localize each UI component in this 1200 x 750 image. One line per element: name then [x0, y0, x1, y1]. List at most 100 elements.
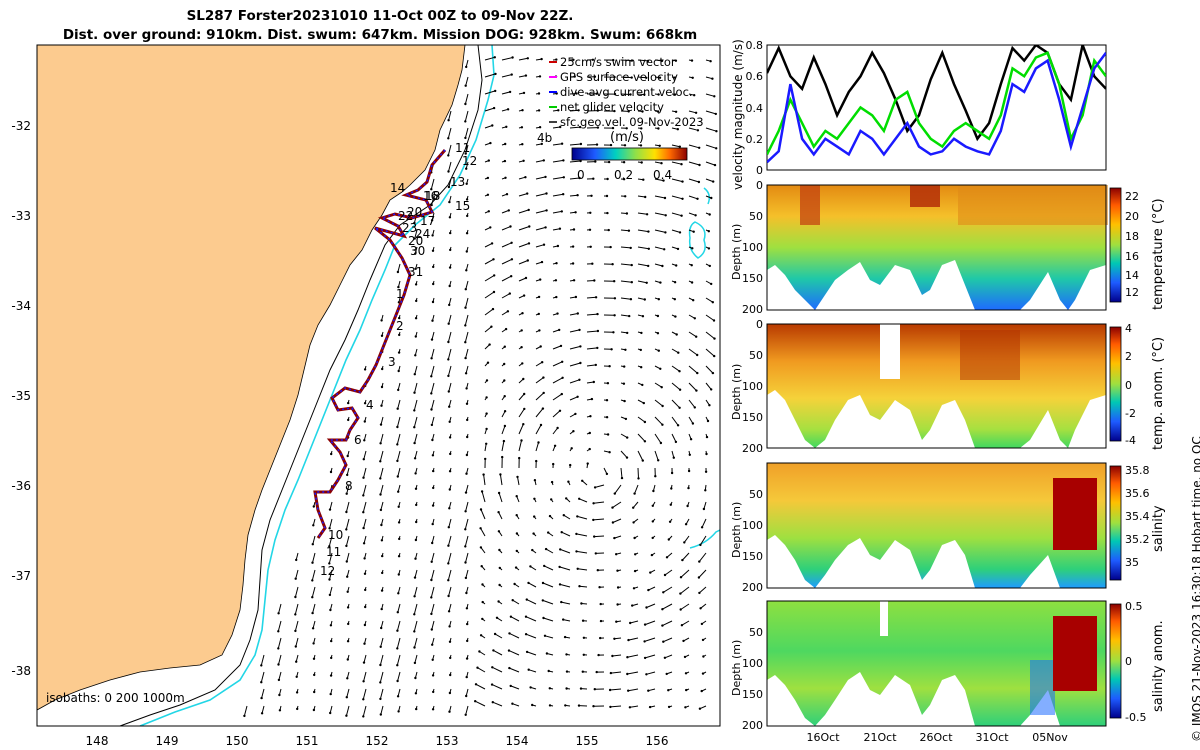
velocity-arrow-head — [537, 312, 540, 316]
velocity-arrow-head — [413, 221, 416, 225]
velocity-arrow — [637, 59, 649, 62]
velocity-arrow-head — [681, 180, 684, 183]
day-label: 31 — [408, 265, 423, 279]
velocity-arrow — [261, 688, 265, 699]
velocity-arrow-head — [329, 470, 333, 474]
day-label: 6 — [354, 433, 362, 447]
velocity-arrow-head — [363, 572, 367, 575]
velocity-arrow-head — [612, 58, 615, 62]
velocity-arrow-head — [491, 701, 494, 704]
velocity-arrow-head — [414, 317, 418, 320]
velocity-arrow-head — [595, 670, 598, 674]
velocity-arrow-head — [465, 182, 468, 185]
velocity-arrow-head — [503, 379, 506, 382]
velocity-arrow-head — [640, 331, 643, 335]
velocity-arrow-head — [651, 504, 654, 507]
velocity-arrow-head — [431, 522, 434, 526]
velocity-arrow — [414, 450, 418, 459]
velocity-arrow-head — [538, 75, 542, 78]
time-tick: 05Nov — [1032, 731, 1068, 744]
velocity-arrow — [552, 193, 564, 197]
velocity-arrow-head — [524, 615, 528, 618]
velocity-arrow-head — [637, 477, 640, 480]
velocity-arrow-head — [623, 144, 627, 147]
velocity-arrow-head — [397, 521, 401, 524]
velocity-arrow-head — [278, 709, 282, 712]
legend-label: dive-avg current veloc. — [560, 85, 693, 99]
velocity-arrow-head — [479, 508, 483, 511]
velocity-arrow-head — [362, 494, 365, 497]
velocity-arrow — [379, 688, 384, 700]
velocity-arrow-head — [629, 93, 632, 96]
velocity-arrow-head — [481, 600, 484, 604]
velocity-arrow-head — [657, 298, 660, 301]
velocity-arrow — [569, 396, 578, 401]
velocity-arrow-head — [629, 246, 632, 250]
velocity-arrow-head — [576, 567, 579, 570]
velocity-arrow-head — [674, 315, 677, 318]
velocity-arrow-head — [277, 630, 280, 633]
velocity-arrow-head — [510, 275, 513, 278]
velocity-arrow-head — [430, 628, 433, 631]
velocity-arrow-head — [531, 703, 534, 707]
velocity-arrow-head — [595, 92, 598, 95]
velocity-arrow-head — [550, 480, 554, 484]
depth-ytick: 150 — [742, 272, 763, 285]
lon-tick: 155 — [576, 734, 599, 748]
velocity-arrow — [413, 399, 418, 411]
velocity-arrow-head — [624, 348, 627, 351]
velocity-arrow-head — [448, 507, 451, 510]
velocity-arrow — [397, 671, 401, 682]
velocity-arrow — [362, 501, 367, 513]
velocity-arrow-head — [623, 399, 626, 403]
velocity-arrow-head — [430, 612, 433, 616]
velocity-arrow — [634, 484, 639, 494]
velocity-arrow-head — [504, 327, 508, 331]
velocity-arrow — [535, 408, 544, 418]
velocity-arrow-head — [630, 76, 633, 79]
velocity-arrow — [396, 433, 401, 445]
velocity-series-line — [767, 51, 1106, 155]
velocity-arrow-head — [464, 288, 467, 291]
velocity-arrow-head — [625, 456, 629, 459]
velocity-arrow — [474, 700, 486, 707]
cbar-tick: 20 — [1125, 210, 1139, 223]
velocity-arrow — [380, 501, 384, 511]
velocity-arrow-head — [541, 599, 544, 602]
velocity-arrow-head — [706, 419, 710, 423]
velocity-arrow — [614, 484, 622, 494]
velocity-arrow-head — [295, 660, 298, 663]
velocity-arrow-head — [569, 463, 572, 467]
velocity-arrow-head — [713, 337, 716, 340]
velocity-arrow-head — [521, 362, 524, 365]
depth-ytick: 50 — [749, 210, 763, 223]
velocity-arrow-head — [708, 213, 711, 216]
velocity-arrow-head — [465, 453, 469, 457]
velocity-arrow-head — [591, 58, 595, 61]
velocity-arrow — [586, 280, 595, 282]
velocity-arrow-head — [677, 351, 680, 354]
velocity-arrow — [705, 314, 715, 321]
velocity-arrow-head — [691, 76, 694, 80]
velocity-arrow-head — [647, 588, 650, 592]
velocity-arrow — [705, 297, 714, 303]
velocity-arrow-head — [662, 179, 665, 182]
velocity-arrow — [586, 330, 598, 333]
velocity-arrow-head — [362, 698, 365, 701]
velocity-arrow-head — [380, 607, 383, 611]
velocity-arrow — [654, 416, 663, 426]
velocity-arrow-head — [545, 192, 548, 195]
velocity-arrow-head — [486, 193, 490, 196]
velocity-arrow — [586, 364, 596, 367]
velocity-arrow-head — [414, 538, 418, 542]
velocity-arrow-head — [547, 669, 550, 673]
velocity-arrow-head — [694, 214, 697, 217]
velocity-arrow — [413, 620, 418, 632]
velocity-arrow-head — [615, 553, 618, 556]
velocity-arrow-head — [464, 491, 468, 494]
velocity-arrow — [430, 178, 435, 190]
velocity-arrow-head — [641, 459, 644, 462]
velocity-arrow-head — [330, 656, 333, 660]
velocity-arrow-head — [572, 430, 575, 433]
velocity-arrow-head — [521, 109, 524, 112]
